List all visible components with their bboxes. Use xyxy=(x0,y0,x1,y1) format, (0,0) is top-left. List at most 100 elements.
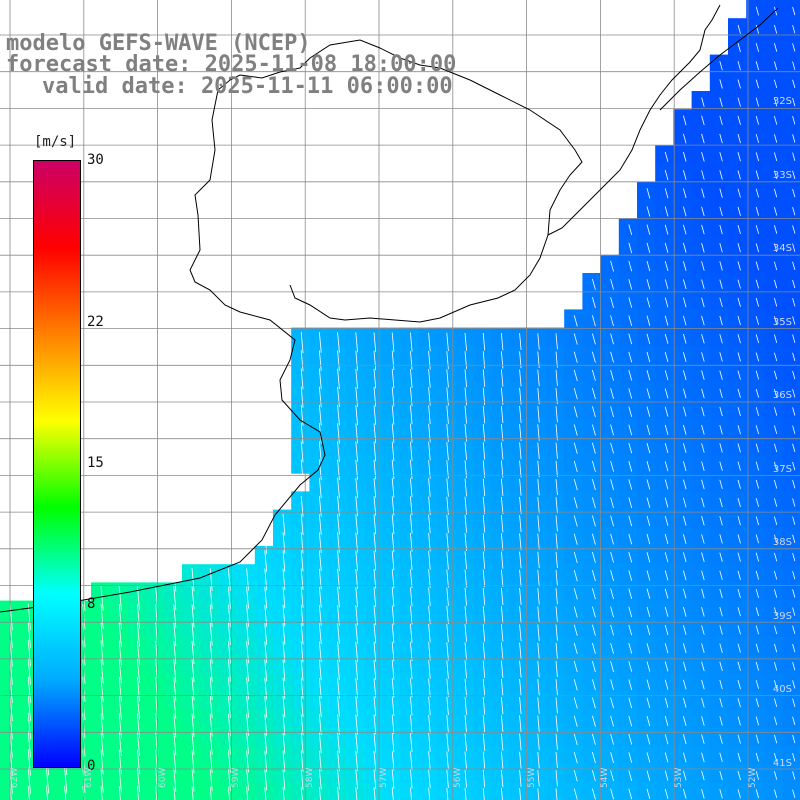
wind-cell xyxy=(309,618,329,638)
wind-arrow xyxy=(755,752,760,762)
wind-cell xyxy=(473,491,492,511)
wind-cell xyxy=(273,509,292,529)
wind-arrow xyxy=(592,679,596,691)
wind-cell xyxy=(782,145,800,165)
wind-cell xyxy=(764,36,784,56)
wind-cell xyxy=(728,364,747,383)
wind-cell xyxy=(600,728,620,747)
wind-cell xyxy=(728,254,747,274)
longitude-label: 53W xyxy=(674,767,685,788)
wind-arrow xyxy=(464,715,467,733)
wind-cell xyxy=(564,382,583,401)
wind-arrow xyxy=(173,640,177,665)
latitude-label: 36S xyxy=(772,390,792,401)
wind-cell xyxy=(600,364,620,383)
wind-cell xyxy=(436,637,456,656)
wind-arrow xyxy=(337,696,340,717)
wind-arrow xyxy=(573,660,578,673)
wind-arrow xyxy=(774,170,778,180)
wind-arrow xyxy=(610,715,614,727)
wind-cell xyxy=(473,691,492,711)
latitude-label: 35S xyxy=(772,316,792,328)
wind-cell xyxy=(382,728,401,747)
wind-cell xyxy=(527,436,547,456)
wind-arrow xyxy=(719,679,723,690)
wind-arrow xyxy=(592,752,596,764)
wind-cell xyxy=(364,509,383,529)
wind-arrow xyxy=(319,477,322,499)
wind-arrow xyxy=(537,588,540,605)
wind-cell xyxy=(655,218,674,238)
wind-cell xyxy=(600,782,620,800)
wind-cell xyxy=(418,709,438,729)
wind-arrow xyxy=(646,406,651,417)
wind-arrow xyxy=(228,641,231,664)
wind-cell xyxy=(491,327,511,347)
wind-cell xyxy=(345,746,365,765)
wind-arrow xyxy=(755,425,760,435)
wind-cell xyxy=(491,600,511,620)
wind-cell xyxy=(436,382,456,401)
wind-cell xyxy=(582,418,602,438)
wind-arrow xyxy=(519,660,522,678)
wind-arrow xyxy=(737,734,741,744)
wind-arrow xyxy=(610,351,614,363)
wind-arrow xyxy=(573,442,578,454)
wind-cell xyxy=(691,382,711,401)
wind-cell xyxy=(527,382,547,401)
wind-cell xyxy=(546,382,565,401)
wind-arrow xyxy=(737,315,741,326)
wind-arrow xyxy=(118,767,122,793)
wind-arrow xyxy=(391,423,395,443)
wind-arrow xyxy=(683,752,687,763)
wind-arrow xyxy=(319,550,322,572)
wind-cell xyxy=(145,746,165,765)
wind-arrow xyxy=(737,588,741,599)
wind-cell xyxy=(564,455,583,474)
wind-cell xyxy=(473,364,492,383)
wind-cell xyxy=(691,691,711,711)
wind-cell xyxy=(491,655,511,674)
wind-arrow xyxy=(664,588,669,599)
wind-cell xyxy=(782,109,800,128)
wind-cell xyxy=(491,509,511,529)
wind-cell xyxy=(764,127,784,147)
wind-arrow xyxy=(410,332,413,352)
wind-arrow xyxy=(300,750,304,772)
wind-arrow xyxy=(118,749,122,775)
wind-cell xyxy=(691,400,711,420)
wind-cell xyxy=(455,491,474,511)
wind-arrow xyxy=(737,170,741,180)
wind-cell xyxy=(418,746,438,765)
wind-cell xyxy=(436,782,456,800)
wind-arrow xyxy=(373,550,377,571)
wind-cell xyxy=(345,582,365,602)
wind-cell xyxy=(473,527,492,547)
wind-arrow xyxy=(355,678,358,699)
wind-cell xyxy=(746,218,765,238)
wind-arrow xyxy=(228,586,231,609)
wind-cell xyxy=(691,182,711,201)
wind-cell xyxy=(746,782,765,800)
wind-arrow xyxy=(555,788,558,800)
wind-cell xyxy=(782,200,800,219)
wind-arrow xyxy=(410,514,413,534)
wind-cell xyxy=(436,673,456,693)
wind-arrow xyxy=(501,715,504,733)
wind-arrow xyxy=(573,569,578,582)
wind-cell xyxy=(473,400,492,420)
wind-cell xyxy=(327,782,347,800)
wind-arrow xyxy=(701,188,705,198)
wind-cell xyxy=(327,582,347,602)
wind-cell xyxy=(436,600,456,620)
wind-arrow xyxy=(355,732,358,753)
wind-arrow xyxy=(774,297,778,307)
wind-arrow xyxy=(774,443,778,453)
wind-arrow xyxy=(355,332,358,353)
wind-cell xyxy=(728,72,747,92)
wind-arrow xyxy=(664,752,669,763)
wind-arrow xyxy=(701,206,705,217)
wind-cell xyxy=(691,473,711,492)
wind-arrow xyxy=(246,604,249,627)
wind-arrow xyxy=(519,751,522,769)
